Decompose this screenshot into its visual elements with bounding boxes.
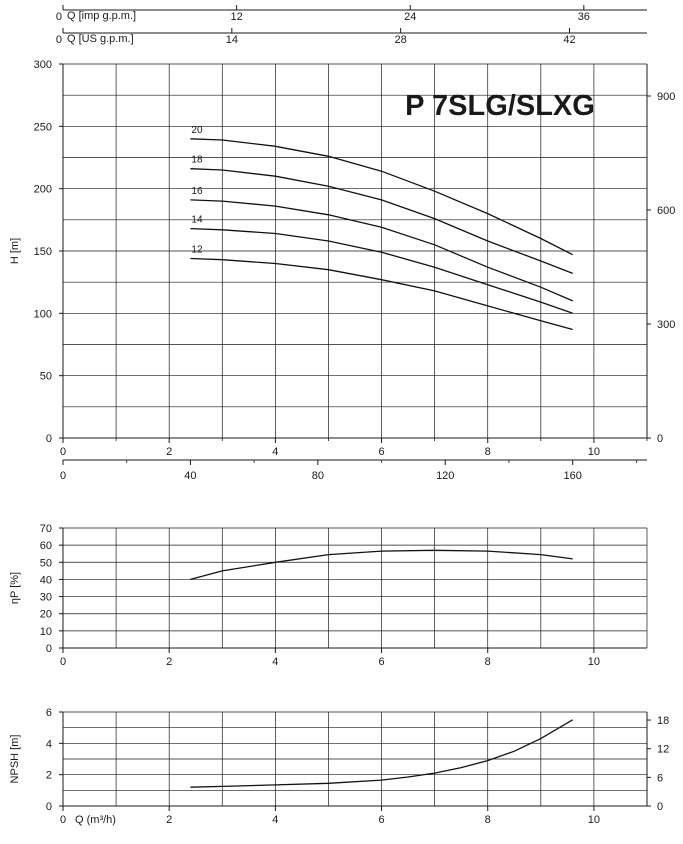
npsh-x-tick-label: 0 — [60, 814, 66, 826]
eff-y-tick-label: 30 — [40, 592, 52, 604]
head-y-tick-label: 0 — [46, 433, 52, 445]
npsh-y-tick-label: 2 — [46, 770, 52, 782]
head-right-tick-label: 300 — [657, 319, 675, 331]
head-x-tick-label: 0 — [60, 446, 66, 458]
head-y-tick-label: 200 — [34, 184, 52, 196]
head-curve-20 — [190, 138, 573, 256]
eff-y-tick-label: 20 — [40, 609, 52, 621]
lmin-tick-label: 120 — [436, 470, 454, 482]
top-axis-tick-label: 12 — [230, 11, 242, 23]
head-y-tick-label: 100 — [34, 308, 52, 320]
eff-panel-grid — [63, 527, 648, 648]
lmin-tick-label: 80 — [312, 470, 324, 482]
eff-x-tick-label: 0 — [60, 656, 66, 668]
eff-y-tick-label: 0 — [46, 643, 52, 655]
top-axis-label: Q [US g.p.m.] — [67, 33, 134, 45]
eff-y-tick-label: 70 — [40, 523, 52, 535]
npsh-x-tick-label: 2 — [166, 814, 172, 826]
npsh-right-tick-label: 6 — [657, 772, 663, 784]
head-curve-14 — [190, 227, 573, 314]
top-axis-tick-label: 42 — [563, 34, 575, 46]
head-right-tick-label: 0 — [657, 433, 663, 445]
top-axis-zero-label: 0 — [56, 34, 62, 46]
lmin-tick-label: 0 — [60, 470, 66, 482]
npsh-right-tick-label: 12 — [657, 744, 669, 756]
eff-x-tick-label: 10 — [588, 656, 600, 668]
eff-y-axis-label: ηP [%] — [9, 572, 21, 604]
eff-y-tick-label: 60 — [40, 540, 52, 552]
top-axis-label: Q [imp g.p.m.] — [67, 10, 136, 22]
eff-y-tick-label: 10 — [40, 626, 52, 638]
eff-curve — [190, 549, 573, 581]
top-axis-tick-label: 14 — [226, 34, 238, 46]
head-x-tick-label: 8 — [485, 446, 491, 458]
head-y-tick-label: 50 — [40, 371, 52, 383]
npsh-x-tick-label: 4 — [272, 814, 278, 826]
head-curve-label: 20 — [191, 125, 203, 136]
npsh-x-axis-label: Q (m³/h) — [75, 814, 116, 826]
head-curve-16 — [190, 199, 573, 302]
eff-x-tick-label: 4 — [272, 656, 278, 668]
npsh-y-tick-label: 6 — [46, 707, 52, 719]
npsh-right-tick-label: 18 — [657, 715, 669, 727]
top-axis-zero-label: 0 — [56, 11, 62, 23]
lmin-tick-label: 160 — [563, 470, 581, 482]
head-curve-12 — [190, 257, 573, 331]
npsh-x-tick-label: 6 — [378, 814, 384, 826]
npsh-curve — [190, 719, 574, 788]
chart-title: P 7SLG/SLXG — [405, 90, 595, 122]
head-curve-label: 16 — [191, 186, 203, 197]
top-axis-tick-label: 28 — [395, 34, 407, 46]
head-y-tick-label: 250 — [34, 121, 52, 133]
npsh-right-tick-label: 0 — [657, 801, 663, 813]
head-curve-label: 14 — [191, 215, 203, 226]
npsh-panel-grid — [63, 711, 648, 806]
head-curve-label: 18 — [191, 155, 203, 166]
head-x-tick-label: 2 — [166, 446, 172, 458]
lmin-tick-label: 40 — [184, 470, 196, 482]
head-y-tick-label: 300 — [34, 59, 52, 71]
head-x-tick-label: 4 — [272, 446, 278, 458]
npsh-y-tick-label: 0 — [46, 801, 52, 813]
head-curve-18 — [190, 168, 573, 275]
npsh-y-tick-label: 4 — [46, 738, 52, 750]
eff-x-tick-label: 2 — [166, 656, 172, 668]
head-x-tick-label: 10 — [588, 446, 600, 458]
top-axis-tick-label: 36 — [578, 11, 590, 23]
eff-x-tick-label: 8 — [485, 656, 491, 668]
eff-x-tick-label: 6 — [378, 656, 384, 668]
head-y-tick-label: 150 — [34, 246, 52, 258]
npsh-x-tick-label: 10 — [588, 814, 600, 826]
eff-y-tick-label: 50 — [40, 557, 52, 569]
eff-y-tick-label: 40 — [40, 574, 52, 586]
npsh-y-axis-label: NPSH [m] — [9, 735, 21, 784]
head-y-axis-label: H [m] — [9, 238, 21, 264]
head-right-tick-label: 600 — [657, 205, 675, 217]
top-axis-tick-label: 24 — [404, 11, 416, 23]
head-x-tick-label: 6 — [378, 446, 384, 458]
head-curve-label: 12 — [191, 244, 203, 255]
head-right-tick-label: 900 — [657, 91, 675, 103]
npsh-x-tick-label: 8 — [485, 814, 491, 826]
